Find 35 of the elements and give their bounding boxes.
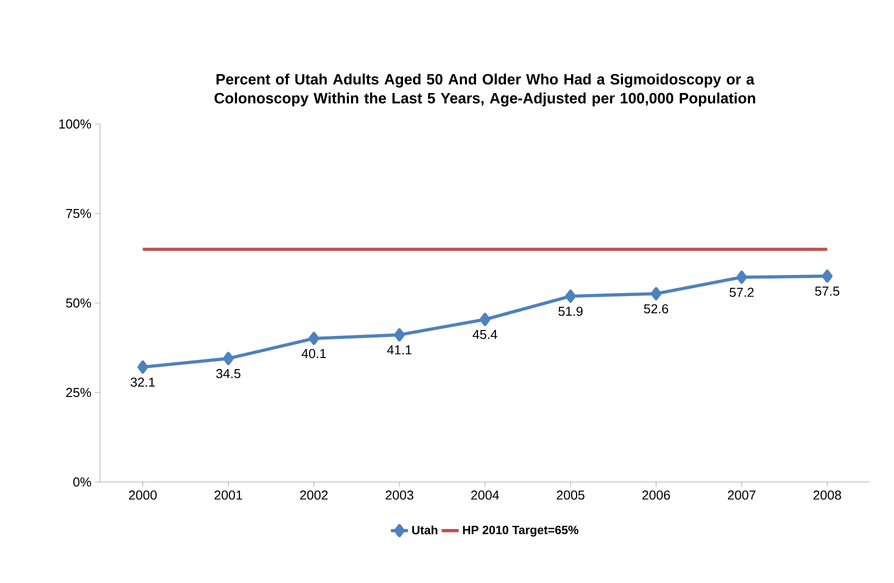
legend-label: Utah xyxy=(412,526,438,534)
data-label: 51.9 xyxy=(558,306,583,316)
y-tick-label: 100% xyxy=(59,119,92,129)
data-label: 40.1 xyxy=(302,348,326,358)
point xyxy=(565,290,576,303)
x-tick-label: 2001 xyxy=(214,490,242,500)
data-label: 57.2 xyxy=(730,288,754,297)
x-tick-label: 2002 xyxy=(300,490,328,500)
y-tick-label: 75% xyxy=(66,208,92,218)
point xyxy=(480,312,490,326)
y-tick-label: 0% xyxy=(73,477,92,487)
data-label: 41.1 xyxy=(387,345,412,354)
y-tick-label: 25% xyxy=(66,388,92,398)
legend-label: HP 2010 Target=65% xyxy=(463,526,578,537)
point xyxy=(222,352,234,366)
point xyxy=(137,360,148,374)
point xyxy=(822,270,833,283)
y-tick-label: 50% xyxy=(66,298,92,308)
data-label: 45.4 xyxy=(472,330,498,340)
x-tick-label: 2003 xyxy=(386,490,414,500)
x-tick-label: 2004 xyxy=(471,490,500,500)
x-tick-label: 2006 xyxy=(642,490,670,500)
x-tick-label: 2008 xyxy=(813,490,842,500)
x-tick-label: 2000 xyxy=(129,490,157,500)
data-label: 52.6 xyxy=(644,304,668,314)
data-label: 57.5 xyxy=(815,286,840,296)
point xyxy=(650,287,662,300)
x-tick-label: 2005 xyxy=(556,490,584,500)
data-label: 32.1 xyxy=(130,378,155,387)
chart-title: Percent of Utah Adults Aged 50 And Older Who Had a Sigmoidoscopy or a Colonoscopy Within the Last 5 Years, Age-Adjusted per 100,000 Population xyxy=(214,74,756,107)
point xyxy=(736,270,748,284)
x-tick-label: 2007 xyxy=(728,490,756,500)
data-label: 34.5 xyxy=(216,369,240,378)
point xyxy=(394,328,405,342)
point xyxy=(308,332,320,346)
